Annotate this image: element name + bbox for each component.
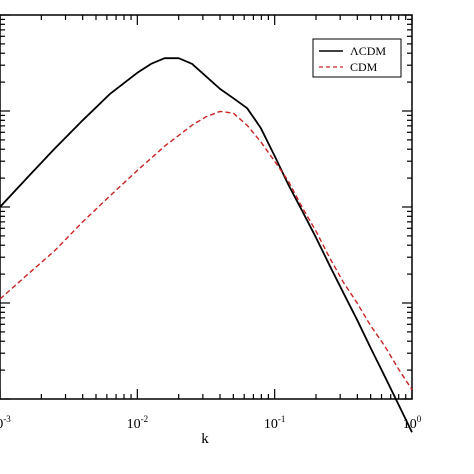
x-tick-label-base: 10 (0, 417, 3, 432)
y-axis-ticks (0, 14, 412, 400)
legend-label-lcdm: ΛCDM (350, 44, 386, 58)
x-tick-label-exponent: 0 (417, 414, 422, 424)
x-tick-label-base: 10 (264, 417, 278, 432)
legend: ΛCDM CDM (312, 38, 402, 78)
x-axis-title: k (201, 431, 209, 447)
x-tick-label-exponent: -2 (141, 414, 149, 424)
series-line-lcdm (0, 57, 413, 433)
legend-label-cdm: CDM (350, 60, 378, 74)
series-layer (0, 57, 413, 433)
x-tick-label: 100 (403, 414, 422, 432)
x-tick-label: 10-2 (127, 414, 149, 432)
x-tick-label: 10-1 (264, 414, 286, 432)
x-tick-label-exponent: -3 (3, 414, 11, 424)
legend-box (312, 38, 402, 78)
x-tick-label-base: 10 (127, 417, 141, 432)
x-tick-label: 10-3 (0, 414, 11, 432)
series-line-cdm (0, 110, 413, 391)
x-axis-ticks (0, 15, 413, 399)
x-tick-label-exponent: -1 (278, 414, 286, 424)
x-tick-label-base: 10 (403, 417, 417, 432)
